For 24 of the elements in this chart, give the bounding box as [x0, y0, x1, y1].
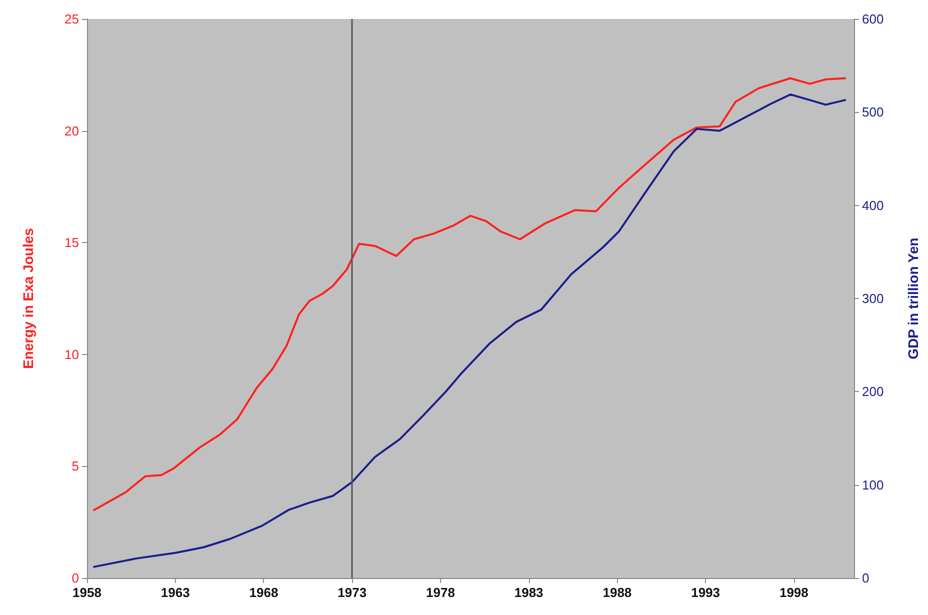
- y-tick-label: 25: [64, 12, 79, 26]
- x-tick-label: 1978: [426, 585, 455, 600]
- y-tick-label: 15: [64, 235, 79, 250]
- y2-tick-label: 0: [862, 570, 870, 586]
- y2-tick-label: 500: [862, 104, 884, 120]
- y2-tick-label: 600: [862, 12, 884, 26]
- y2-tick-label: 100: [862, 477, 884, 492]
- x-tick-label: 1983: [514, 585, 544, 600]
- y2-tick-label: 200: [862, 384, 884, 400]
- y-tick-label: 10: [64, 346, 79, 362]
- x-tick-label: 1993: [691, 585, 720, 600]
- y2-axis-title: GDP in trillion Yen: [905, 238, 921, 360]
- x-tick-label: 1968: [249, 585, 278, 600]
- y2-tick-label: 300: [862, 291, 884, 306]
- x-tick-label: 1973: [338, 585, 367, 600]
- y-tick-label: 20: [64, 123, 79, 138]
- x-tick-label: 1963: [160, 585, 190, 600]
- x-tick-label: 1988: [602, 585, 632, 600]
- y-tick-label: 0: [72, 570, 79, 586]
- y-axis-title: Energy in Exa Joules: [20, 228, 36, 369]
- y2-tick-label: 400: [862, 198, 884, 213]
- x-tick-label: 1958: [72, 585, 102, 600]
- y-tick-label: 5: [72, 458, 79, 474]
- x-tick-label: 1998: [779, 585, 808, 600]
